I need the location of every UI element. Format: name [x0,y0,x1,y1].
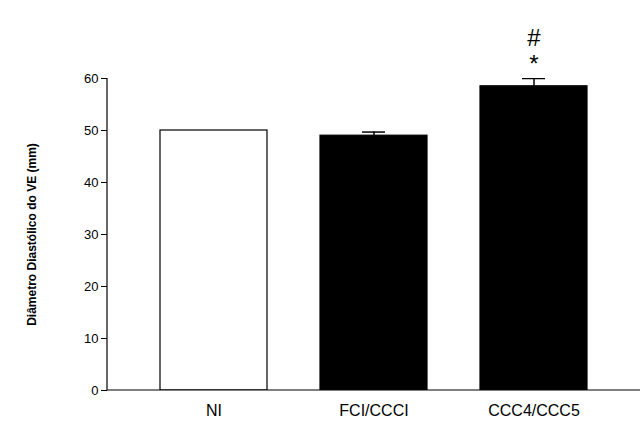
svg-text:FCI/CCCI: FCI/CCCI [339,402,408,419]
svg-text:40: 40 [84,175,98,190]
svg-text:0: 0 [91,383,98,398]
svg-text:60: 60 [84,71,98,86]
svg-text:#: # [527,24,541,51]
svg-text:*: * [529,50,538,77]
svg-text:20: 20 [84,279,98,294]
svg-text:50: 50 [84,123,98,138]
svg-text:10: 10 [84,331,98,346]
svg-text:30: 30 [84,227,98,242]
svg-text:CCC4/CCC5: CCC4/CCC5 [488,402,580,419]
svg-text:Diâmetro Diastólico do VE (mm): Diâmetro Diastólico do VE (mm) [25,143,39,326]
svg-text:NI: NI [206,402,222,419]
